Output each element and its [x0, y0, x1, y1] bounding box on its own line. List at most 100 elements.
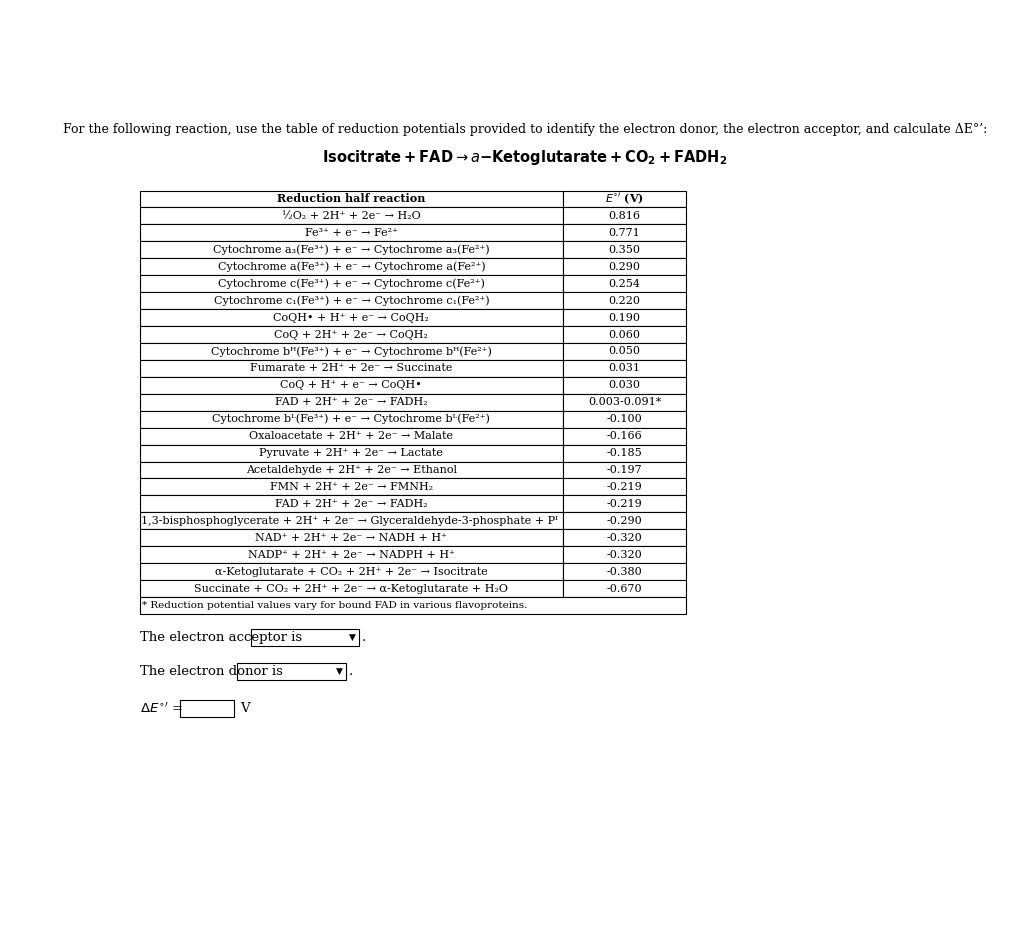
Text: 0.220: 0.220	[608, 296, 641, 306]
Bar	[563, 292, 686, 309]
Bar	[563, 343, 686, 359]
Bar	[563, 207, 686, 224]
Bar	[139, 428, 563, 445]
Bar	[139, 597, 686, 614]
Bar	[139, 513, 563, 530]
Bar	[139, 343, 563, 359]
Text: -0.380: -0.380	[606, 567, 642, 577]
Bar	[139, 241, 563, 258]
Bar	[563, 411, 686, 428]
Text: 0.030: 0.030	[608, 380, 641, 391]
Bar	[139, 563, 563, 580]
Bar	[563, 546, 686, 563]
Bar	[139, 496, 563, 513]
Bar	[139, 546, 563, 563]
Text: NADP⁺ + 2H⁺ + 2e⁻ → NADPH + H⁺: NADP⁺ + 2H⁺ + 2e⁻ → NADPH + H⁺	[248, 550, 455, 560]
Text: -0.320: -0.320	[606, 550, 642, 560]
Bar	[251, 629, 359, 645]
Bar	[180, 700, 234, 717]
Bar	[139, 309, 563, 326]
Text: 0.816: 0.816	[608, 211, 641, 221]
Text: Acetaldehyde + 2H⁺ + 2e⁻ → Ethanol: Acetaldehyde + 2H⁺ + 2e⁻ → Ethanol	[246, 465, 457, 475]
Text: ▼: ▼	[349, 633, 356, 641]
Text: Cytochrome a(Fe³⁺) + e⁻ → Cytochrome a(Fe²⁺): Cytochrome a(Fe³⁺) + e⁻ → Cytochrome a(F…	[217, 261, 485, 272]
Bar	[563, 580, 686, 597]
Text: $\Delta E^{\circ\prime}$ =: $\Delta E^{\circ\prime}$ =	[139, 702, 182, 716]
Text: CoQH• + H⁺ + e⁻ → CoQH₂: CoQH• + H⁺ + e⁻ → CoQH₂	[273, 312, 429, 323]
Text: 1,3-bisphosphoglycerate + 2H⁺ + 2e⁻ → Glyceraldehyde-3-phosphate + Pᴵ: 1,3-bisphosphoglycerate + 2H⁺ + 2e⁻ → Gl…	[141, 516, 558, 526]
Text: -0.219: -0.219	[606, 499, 642, 509]
Text: ▼: ▼	[336, 667, 343, 676]
Bar	[139, 530, 563, 546]
Text: 0.254: 0.254	[608, 279, 641, 289]
Text: For the following reaction, use the table of reduction potentials provided to id: For the following reaction, use the tabl…	[62, 123, 987, 136]
Bar	[139, 190, 563, 207]
Bar	[563, 309, 686, 326]
Text: α-Ketoglutarate + CO₂ + 2H⁺ + 2e⁻ → Isocitrate: α-Ketoglutarate + CO₂ + 2H⁺ + 2e⁻ → Isoc…	[215, 567, 487, 577]
Bar	[139, 224, 563, 241]
Bar	[563, 563, 686, 580]
Text: Reduction half reaction: Reduction half reaction	[278, 194, 426, 204]
Bar	[238, 663, 346, 680]
Bar	[139, 359, 563, 377]
Text: Pyruvate + 2H⁺ + 2e⁻ → Lactate: Pyruvate + 2H⁺ + 2e⁻ → Lactate	[259, 448, 443, 458]
Text: Cytochrome bᴸ(Fe³⁺) + e⁻ → Cytochrome bᴸ(Fe²⁺): Cytochrome bᴸ(Fe³⁺) + e⁻ → Cytochrome bᴸ…	[212, 414, 490, 425]
Text: FAD + 2H⁺ + 2e⁻ → FADH₂: FAD + 2H⁺ + 2e⁻ → FADH₂	[275, 397, 428, 408]
Text: -0.100: -0.100	[606, 414, 642, 424]
Text: 0.350: 0.350	[608, 245, 641, 254]
Text: $\mathbf{Isocitrate + FAD} \rightarrow \mathit{a}\mathbf{-Ketoglutarate + CO_2 +: $\mathbf{Isocitrate + FAD} \rightarrow \…	[323, 149, 727, 167]
Bar	[563, 241, 686, 258]
Bar	[139, 411, 563, 428]
Bar	[139, 479, 563, 496]
Text: Fe³⁺ + e⁻ → Fe²⁺: Fe³⁺ + e⁻ → Fe²⁺	[305, 228, 397, 237]
Bar	[563, 530, 686, 546]
Text: -0.320: -0.320	[606, 533, 642, 543]
Bar	[563, 377, 686, 394]
Text: -0.290: -0.290	[606, 516, 642, 526]
Text: -0.219: -0.219	[606, 482, 642, 492]
Text: 0.031: 0.031	[608, 363, 641, 374]
Text: * Reduction potential values vary for bound FAD in various flavoproteins.: * Reduction potential values vary for bo…	[142, 601, 527, 610]
Bar	[139, 377, 563, 394]
Text: Succinate + CO₂ + 2H⁺ + 2e⁻ → α-Ketoglutarate + H₂O: Succinate + CO₂ + 2H⁺ + 2e⁻ → α-Ketoglut…	[195, 584, 508, 593]
Text: $E^{\circ\prime}$ (V): $E^{\circ\prime}$ (V)	[605, 192, 644, 206]
Bar	[563, 479, 686, 496]
Bar	[139, 326, 563, 343]
Text: Oxaloacetate + 2H⁺ + 2e⁻ → Malate: Oxaloacetate + 2H⁺ + 2e⁻ → Malate	[250, 431, 454, 441]
Text: FAD + 2H⁺ + 2e⁻ → FADH₂: FAD + 2H⁺ + 2e⁻ → FADH₂	[275, 499, 428, 509]
Text: Fumarate + 2H⁺ + 2e⁻ → Succinate: Fumarate + 2H⁺ + 2e⁻ → Succinate	[250, 363, 453, 374]
Text: Cytochrome a₃(Fe³⁺) + e⁻ → Cytochrome a₃(Fe²⁺): Cytochrome a₃(Fe³⁺) + e⁻ → Cytochrome a₃…	[213, 244, 489, 255]
Bar	[563, 326, 686, 343]
Text: -0.670: -0.670	[607, 584, 642, 593]
Text: .: .	[362, 631, 367, 643]
Bar	[563, 359, 686, 377]
Text: 0.060: 0.060	[608, 329, 641, 340]
Text: CoQ + H⁺ + e⁻ → CoQH•: CoQ + H⁺ + e⁻ → CoQH•	[281, 380, 422, 391]
Bar	[139, 580, 563, 597]
Text: .: .	[349, 665, 353, 678]
Text: -0.197: -0.197	[607, 465, 642, 475]
Text: 0.290: 0.290	[608, 262, 641, 272]
Bar	[563, 462, 686, 479]
Text: FMN + 2H⁺ + 2e⁻ → FMNH₂: FMN + 2H⁺ + 2e⁻ → FMNH₂	[269, 482, 433, 492]
Text: The electron donor is: The electron donor is	[139, 665, 283, 678]
Bar	[139, 275, 563, 292]
Bar	[139, 292, 563, 309]
Text: 0.050: 0.050	[608, 346, 641, 357]
Bar	[563, 258, 686, 275]
Bar	[563, 428, 686, 445]
Text: Cytochrome bᴴ(Fe³⁺) + e⁻ → Cytochrome bᴴ(Fe²⁺): Cytochrome bᴴ(Fe³⁺) + e⁻ → Cytochrome bᴴ…	[211, 346, 492, 357]
Bar	[563, 394, 686, 411]
Text: 0.190: 0.190	[608, 312, 641, 323]
Bar	[139, 445, 563, 462]
Text: Cytochrome c₁(Fe³⁺) + e⁻ → Cytochrome c₁(Fe²⁺): Cytochrome c₁(Fe³⁺) + e⁻ → Cytochrome c₁…	[214, 295, 489, 306]
Bar	[139, 462, 563, 479]
Bar	[563, 513, 686, 530]
Bar	[563, 190, 686, 207]
Text: CoQ + 2H⁺ + 2e⁻ → CoQH₂: CoQ + 2H⁺ + 2e⁻ → CoQH₂	[274, 329, 428, 340]
Bar	[563, 445, 686, 462]
Bar	[139, 207, 563, 224]
Text: 0.003-0.091*: 0.003-0.091*	[588, 397, 662, 408]
Text: -0.185: -0.185	[606, 448, 642, 458]
Text: Cytochrome c(Fe³⁺) + e⁻ → Cytochrome c(Fe²⁺): Cytochrome c(Fe³⁺) + e⁻ → Cytochrome c(F…	[218, 278, 484, 289]
